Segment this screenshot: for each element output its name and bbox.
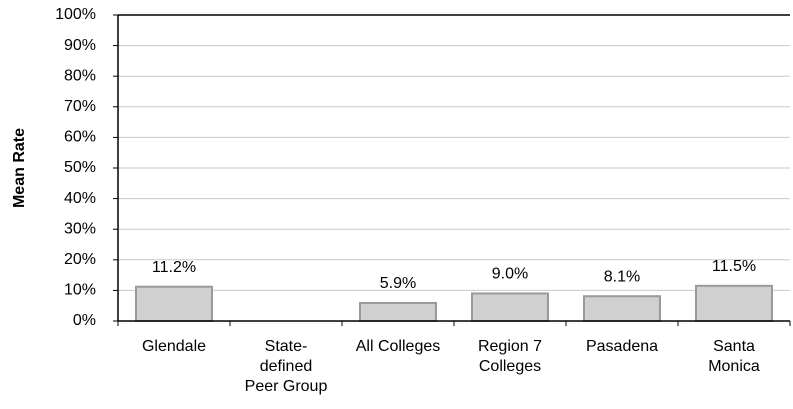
- y-tick-label: 60%: [64, 129, 96, 146]
- y-tick-label: 70%: [64, 98, 96, 115]
- y-axis-title: Mean Rate: [11, 128, 28, 208]
- y-tick-label: 80%: [64, 67, 96, 84]
- bar: [359, 301, 437, 323]
- value-label: 11.5%: [712, 258, 756, 275]
- y-tick-label: 90%: [64, 37, 96, 54]
- y-tick-label: 10%: [64, 282, 96, 299]
- value-label: 8.1%: [604, 268, 640, 285]
- bar: [471, 292, 549, 322]
- bar: [135, 285, 213, 322]
- x-tick-label: All Colleges: [355, 338, 441, 355]
- bar: [695, 284, 773, 322]
- y-tick-label: 100%: [55, 6, 96, 23]
- y-tick-label: 0%: [73, 312, 96, 329]
- y-tick-label: 20%: [64, 251, 96, 268]
- value-label: 5.9%: [380, 275, 416, 292]
- x-tick-label: Pasadena: [585, 338, 659, 355]
- y-tick-label: 30%: [64, 220, 96, 237]
- x-tick-label: Region 7 Colleges: [477, 338, 543, 375]
- value-label: 9.0%: [492, 266, 528, 283]
- y-tick-label: 50%: [64, 159, 96, 176]
- bar: [583, 295, 661, 322]
- x-tick-label: Glendale: [141, 338, 207, 355]
- x-tick-label: State-defined Peer Group: [244, 338, 328, 395]
- value-label: 11.2%: [152, 259, 196, 276]
- x-tick-label: Santa Monica: [708, 338, 760, 375]
- y-tick-label: 40%: [64, 190, 96, 207]
